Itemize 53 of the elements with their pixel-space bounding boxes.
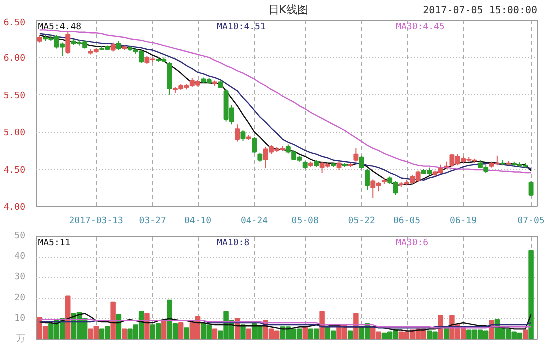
text: MA5:11 bbox=[38, 238, 71, 248]
x-tick-label: 06-19 bbox=[450, 216, 478, 226]
y-tick-label: 5.50 bbox=[4, 91, 26, 102]
candlestick bbox=[240, 130, 246, 142]
candlestick bbox=[252, 136, 257, 154]
text: MA30:4.45 bbox=[396, 22, 445, 32]
bar bbox=[523, 330, 528, 340]
bar bbox=[240, 324, 246, 340]
bar bbox=[144, 313, 150, 340]
bar bbox=[212, 328, 218, 340]
bar bbox=[122, 328, 128, 340]
x-tick-label: 05-08 bbox=[292, 216, 319, 226]
series-label: MA5:4.48 bbox=[38, 22, 82, 32]
y-tick-label: 6.00 bbox=[4, 54, 26, 64]
x-tick-label: 03-27 bbox=[139, 216, 166, 226]
candlestick bbox=[66, 32, 71, 54]
y-tick-label: 4.00 bbox=[4, 203, 26, 213]
y-tick-label: 20 bbox=[14, 293, 26, 304]
candlestick bbox=[359, 155, 364, 170]
bar bbox=[320, 311, 325, 340]
bar bbox=[528, 250, 534, 340]
x-tick-label: 04-10 bbox=[184, 216, 212, 226]
bar bbox=[178, 322, 184, 340]
y-tick-label: 50 bbox=[14, 232, 26, 242]
y-tick-label: 30 bbox=[14, 272, 26, 283]
x-tick-label: 05-22 bbox=[348, 216, 376, 226]
y-tick-label: 5.00 bbox=[4, 128, 26, 139]
bar bbox=[110, 302, 116, 340]
bar bbox=[184, 328, 190, 340]
text: MA30:6 bbox=[396, 238, 429, 248]
y-tick-label: 6.50 bbox=[4, 18, 26, 28]
text: MA10:8 bbox=[217, 238, 250, 248]
bar bbox=[354, 313, 359, 340]
y-tick-label: 40 bbox=[14, 252, 26, 262]
candlestick bbox=[365, 168, 370, 191]
chart-title: 日K线图 bbox=[268, 4, 309, 17]
x-tick-label: 07-05 bbox=[518, 216, 545, 226]
bar bbox=[162, 320, 167, 340]
y-tick-label: 4.50 bbox=[4, 166, 26, 176]
text: MA10:4.51 bbox=[217, 22, 266, 32]
bar bbox=[348, 330, 354, 340]
bar bbox=[246, 328, 252, 340]
bar bbox=[302, 326, 308, 340]
bar bbox=[66, 296, 71, 340]
chart-subtitle: 2017-07-05 15:00:00 bbox=[423, 6, 538, 17]
y-tick-label: 10 bbox=[14, 314, 26, 324]
x-tick-label: 06-05 bbox=[393, 216, 421, 226]
y-tick-label: 万 bbox=[16, 334, 26, 344]
candlestick bbox=[235, 124, 240, 142]
candlestick bbox=[528, 180, 534, 197]
x-tick-label: 2017-03-13 bbox=[69, 216, 124, 226]
candlestick bbox=[354, 148, 359, 162]
x-tick-label: 04-24 bbox=[240, 216, 268, 226]
